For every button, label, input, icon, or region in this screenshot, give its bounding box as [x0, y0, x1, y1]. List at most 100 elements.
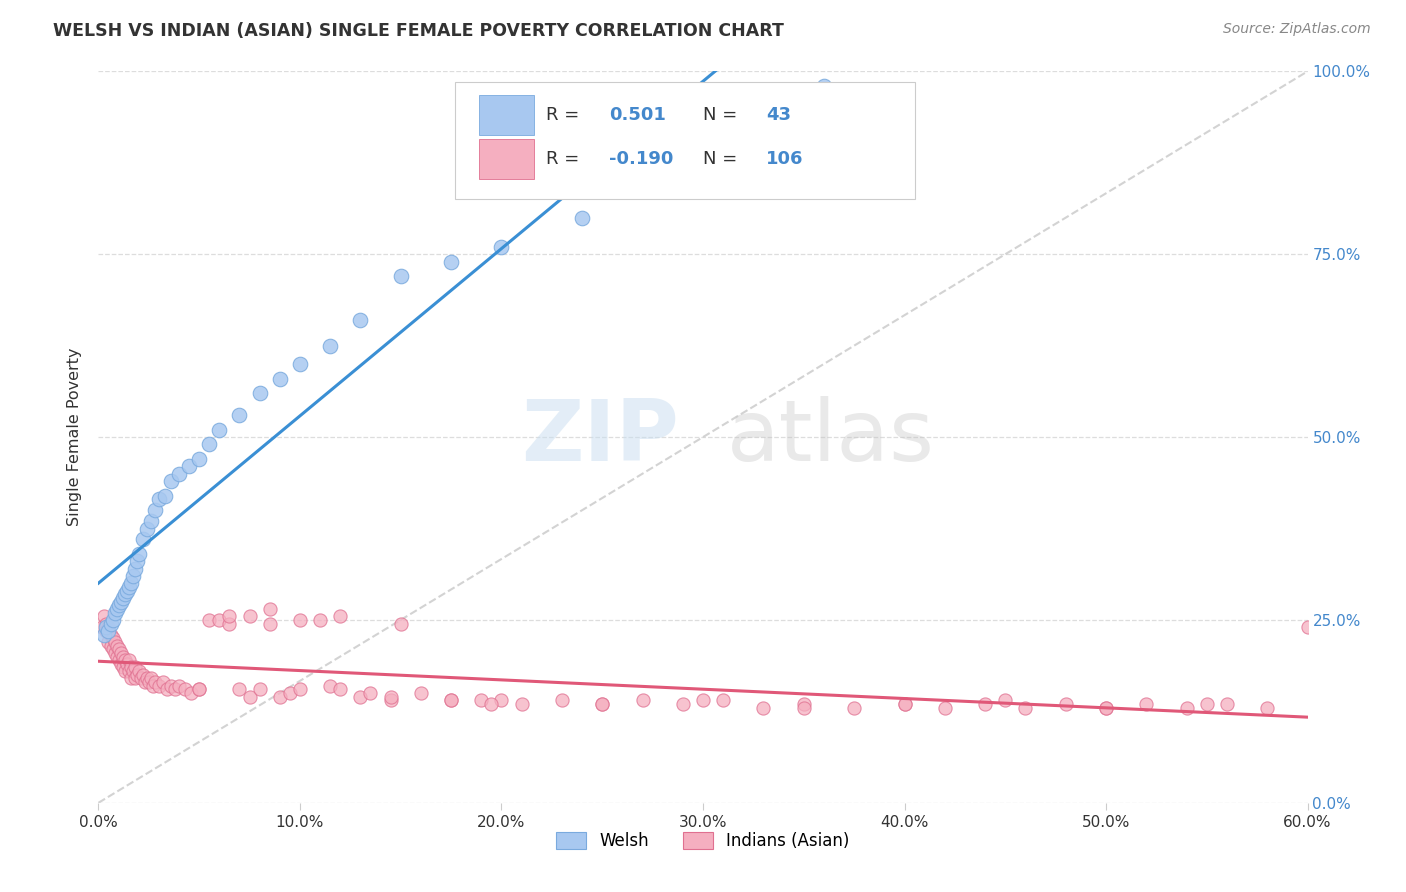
- Point: [142, 679, 165, 693]
- Point: [1095, 700, 1118, 714]
- Point: [96, 624, 118, 638]
- Point: [167, 467, 190, 481]
- Point: [631, 693, 654, 707]
- Point: [198, 437, 221, 451]
- Point: [349, 313, 371, 327]
- Point: [208, 423, 231, 437]
- Point: [179, 459, 201, 474]
- Point: [1175, 700, 1198, 714]
- FancyBboxPatch shape: [456, 82, 915, 200]
- Point: [208, 613, 231, 627]
- Point: [239, 609, 262, 624]
- Point: [115, 583, 138, 598]
- Point: [319, 679, 342, 693]
- Point: [1095, 700, 1118, 714]
- Point: [1135, 697, 1157, 711]
- Point: [591, 697, 613, 711]
- Point: [1256, 700, 1278, 714]
- Point: [1014, 700, 1036, 714]
- Point: [269, 371, 291, 385]
- Text: atlas: atlas: [727, 395, 935, 479]
- Point: [121, 664, 143, 678]
- Point: [1216, 697, 1239, 711]
- Text: N =: N =: [703, 106, 742, 124]
- Text: 43: 43: [766, 106, 792, 124]
- Point: [125, 667, 148, 681]
- Point: [218, 609, 240, 624]
- Point: [101, 632, 124, 646]
- Point: [288, 682, 311, 697]
- Point: [97, 620, 120, 634]
- Point: [96, 620, 118, 634]
- Point: [1054, 697, 1077, 711]
- Point: [571, 211, 593, 225]
- Point: [139, 672, 162, 686]
- Text: R =: R =: [546, 150, 585, 168]
- Point: [124, 562, 146, 576]
- Point: [188, 682, 211, 697]
- Point: [218, 616, 240, 631]
- Point: [100, 639, 122, 653]
- Point: [93, 627, 115, 641]
- Point: [491, 240, 513, 254]
- Point: [711, 693, 734, 707]
- Point: [132, 667, 155, 681]
- Point: [120, 576, 142, 591]
- Point: [409, 686, 432, 700]
- Point: [893, 697, 915, 711]
- Point: [844, 700, 866, 714]
- Point: [259, 616, 281, 631]
- Point: [1296, 620, 1319, 634]
- Point: [125, 554, 148, 568]
- FancyBboxPatch shape: [479, 95, 534, 136]
- Point: [380, 690, 402, 704]
- Point: [135, 672, 157, 686]
- Text: R =: R =: [546, 106, 585, 124]
- Point: [349, 690, 371, 704]
- Point: [105, 639, 128, 653]
- Point: [380, 693, 402, 707]
- Point: [180, 686, 202, 700]
- Point: [793, 697, 815, 711]
- Text: Source: ZipAtlas.com: Source: ZipAtlas.com: [1223, 22, 1371, 37]
- Point: [91, 620, 114, 634]
- Point: [111, 660, 134, 674]
- Point: [107, 599, 129, 613]
- Point: [752, 700, 775, 714]
- Point: [974, 697, 997, 711]
- Point: [733, 83, 755, 97]
- Point: [491, 693, 513, 707]
- Point: [111, 649, 134, 664]
- Point: [100, 627, 122, 641]
- Point: [120, 660, 142, 674]
- Point: [793, 700, 815, 714]
- Point: [278, 686, 301, 700]
- Point: [103, 646, 125, 660]
- Point: [188, 452, 211, 467]
- Point: [148, 679, 170, 693]
- Text: -0.190: -0.190: [609, 150, 673, 168]
- Point: [288, 357, 311, 371]
- Point: [360, 686, 382, 700]
- Legend: Welsh, Indians (Asian): Welsh, Indians (Asian): [550, 825, 856, 856]
- Point: [148, 492, 170, 507]
- Point: [107, 642, 129, 657]
- Point: [309, 613, 332, 627]
- Point: [440, 693, 463, 707]
- Point: [288, 613, 311, 627]
- Point: [893, 697, 915, 711]
- Point: [118, 664, 141, 678]
- Point: [160, 679, 183, 693]
- Point: [510, 697, 533, 711]
- Point: [239, 690, 262, 704]
- Point: [329, 609, 352, 624]
- Point: [651, 87, 673, 101]
- Point: [128, 664, 150, 678]
- Point: [96, 616, 118, 631]
- Point: [115, 657, 138, 671]
- Point: [329, 682, 352, 697]
- FancyBboxPatch shape: [479, 139, 534, 179]
- Point: [110, 594, 132, 608]
- Point: [163, 682, 186, 697]
- Point: [114, 587, 136, 601]
